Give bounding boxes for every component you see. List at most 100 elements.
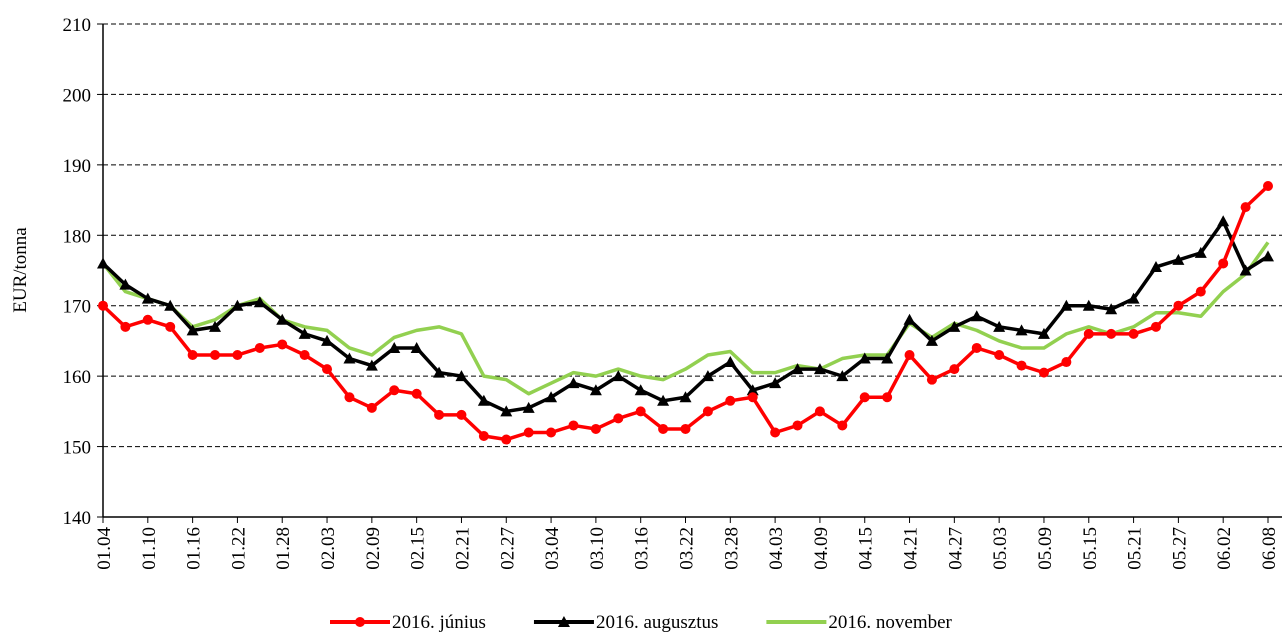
point xyxy=(926,374,937,385)
x-tick-label: 04.03 xyxy=(766,527,787,570)
x-tick-label: 03.22 xyxy=(677,527,698,570)
y-tick-label: 210 xyxy=(63,15,92,36)
point xyxy=(589,384,602,396)
point xyxy=(253,296,266,308)
point xyxy=(702,406,713,417)
x-tick-label: 01.04 xyxy=(94,527,115,570)
point xyxy=(433,366,446,378)
point xyxy=(1218,258,1229,269)
point xyxy=(657,394,670,406)
x-tick-label: 03.28 xyxy=(721,527,742,570)
point xyxy=(881,352,894,364)
point xyxy=(658,423,669,434)
point xyxy=(343,352,356,364)
legend-label: 2016. november xyxy=(828,612,952,633)
x-tick-label: 04.27 xyxy=(945,527,966,570)
point xyxy=(590,423,601,434)
x-tick-label: 04.21 xyxy=(901,527,922,570)
point xyxy=(993,320,1006,332)
point xyxy=(1263,180,1273,191)
x-tick-label: 06.08 xyxy=(1259,527,1280,570)
point xyxy=(837,420,848,431)
point xyxy=(165,321,176,332)
x-tick-label: 04.09 xyxy=(811,527,832,570)
point xyxy=(770,427,781,438)
x-tick-label: 03.16 xyxy=(632,527,653,570)
point xyxy=(456,409,467,420)
point xyxy=(355,617,365,627)
point xyxy=(858,352,871,364)
point xyxy=(210,350,221,361)
y-tick-label: 140 xyxy=(63,508,92,529)
point xyxy=(1060,299,1073,311)
point xyxy=(1239,264,1252,276)
x-tick-label: 06.02 xyxy=(1214,527,1235,570)
point xyxy=(1262,250,1274,262)
y-tick-label: 180 xyxy=(63,226,92,247)
x-tick-label: 03.04 xyxy=(542,527,563,570)
point xyxy=(1128,328,1139,339)
point xyxy=(1150,321,1161,332)
y-tick-label: 170 xyxy=(63,297,92,318)
x-tick-label: 01.28 xyxy=(273,527,294,570)
point xyxy=(1194,246,1207,258)
point xyxy=(724,356,737,368)
point xyxy=(501,434,512,445)
point xyxy=(635,406,646,417)
point xyxy=(634,384,647,396)
point xyxy=(1217,215,1230,227)
x-tick-label: 05.21 xyxy=(1125,527,1146,570)
point xyxy=(1082,299,1095,311)
legend-label: 2016. június xyxy=(392,612,486,633)
point xyxy=(1195,286,1206,297)
point xyxy=(322,364,333,375)
point xyxy=(546,427,557,438)
point xyxy=(814,406,825,417)
point xyxy=(254,342,265,353)
y-axis-label: EUR/tonna xyxy=(10,227,31,313)
point xyxy=(411,388,422,399)
x-tick-label: 02.27 xyxy=(497,527,518,570)
point xyxy=(813,363,826,375)
point xyxy=(276,313,289,325)
point xyxy=(1037,327,1050,339)
point xyxy=(949,364,960,375)
point xyxy=(365,359,378,371)
point xyxy=(680,423,691,434)
point xyxy=(970,310,983,322)
x-tick-label: 01.10 xyxy=(139,527,160,570)
point xyxy=(120,321,131,332)
point xyxy=(119,278,132,290)
point xyxy=(97,257,109,269)
x-tick-label: 05.03 xyxy=(990,527,1011,570)
point xyxy=(344,392,355,403)
point xyxy=(747,392,758,403)
x-tick-label: 01.16 xyxy=(184,527,205,570)
point xyxy=(903,313,916,325)
legend-label: 2016. augusztus xyxy=(596,612,718,633)
point xyxy=(299,350,310,361)
point xyxy=(98,300,108,311)
point xyxy=(746,384,759,396)
point xyxy=(142,314,153,325)
x-tick-label: 02.09 xyxy=(363,527,384,570)
point xyxy=(679,391,692,403)
point xyxy=(701,370,714,382)
x-tick-label: 05.15 xyxy=(1080,527,1101,570)
point xyxy=(141,292,154,304)
point xyxy=(1083,328,1094,339)
point xyxy=(994,350,1005,361)
point xyxy=(298,327,311,339)
x-tick-label: 02.03 xyxy=(318,527,339,570)
x-tick-label: 02.21 xyxy=(452,527,473,570)
y-tick-label: 190 xyxy=(63,156,92,177)
point xyxy=(321,334,334,346)
point xyxy=(186,324,199,336)
point xyxy=(1016,360,1027,371)
point xyxy=(1172,253,1185,265)
point xyxy=(477,394,490,406)
point xyxy=(567,377,580,389)
y-tick-label: 200 xyxy=(63,85,92,106)
point xyxy=(725,395,736,406)
point xyxy=(434,409,445,420)
